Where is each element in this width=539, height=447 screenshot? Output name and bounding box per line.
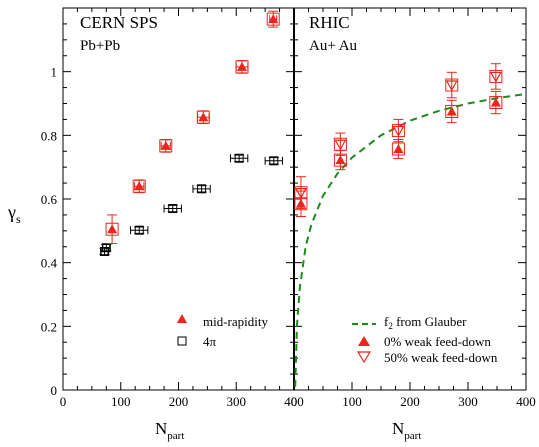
x-tick-label: 300 [227, 394, 247, 409]
y-tick-label: 0 [51, 383, 58, 398]
x-tick-label: 0 [291, 394, 298, 409]
legend-0pct-label: 0% weak feed-down [384, 334, 491, 349]
panel-right-xlabel: Npart [392, 419, 421, 442]
panel-left-subtitle: Pb+Pb [80, 38, 120, 54]
point-50pct [445, 80, 458, 92]
glauber-curve [294, 92, 527, 387]
legend-mid-rapidity-marker [177, 314, 187, 323]
point-mid-rapidity [268, 14, 279, 24]
point-50pct [489, 71, 502, 83]
axis-ticks [62, 7, 527, 391]
y-tick-label: 0.6 [41, 192, 58, 207]
data-marks [99, 10, 527, 387]
panel-left-xlabel: Npart [155, 419, 184, 442]
point-mid-rapidity-box [235, 60, 249, 74]
point-4pi [269, 156, 279, 166]
y-axis-label-sub: s [16, 212, 21, 226]
x-tick-label: 400 [516, 394, 536, 409]
point-0pct [295, 198, 306, 208]
point-4pi [168, 204, 178, 214]
point-mid-rapidity-box [159, 139, 173, 153]
x-tick-label: 300 [458, 394, 478, 409]
point-0pct [393, 144, 404, 154]
y-axis-label: γs [7, 202, 21, 226]
legend-4pi-label: 4π [203, 334, 217, 349]
x-tick-label: 200 [169, 394, 189, 409]
x-tick-label: 100 [342, 394, 362, 409]
panel-right-title: RHIC [309, 13, 350, 32]
point-50pct [334, 139, 347, 151]
point-4pi [101, 243, 111, 253]
point-mid-rapidity [198, 112, 209, 122]
point-0pct-box [445, 104, 459, 118]
x-tick-label: 0 [60, 394, 67, 409]
panel-left-legend: mid-rapidity 4π [177, 314, 268, 349]
point-mid-rapidity-box [105, 222, 119, 236]
y-tick-label: 0.4 [41, 256, 58, 271]
legend-mid-rapidity-label: mid-rapidity [203, 314, 268, 329]
point-mid-rapidity-box [266, 12, 280, 26]
legend-0pct-marker [358, 336, 370, 346]
panel-right-legend: f2 from Glauber 0% weak feed-down 50% we… [352, 314, 498, 365]
panel-right-subtitle: Au+ Au [309, 38, 358, 54]
y-tick-label: 1 [51, 65, 58, 80]
panel-frame-0 [62, 7, 295, 391]
legend-4pi-marker [177, 336, 187, 346]
point-4pi [234, 153, 244, 163]
point-0pct-box [294, 197, 308, 211]
point-50pct [392, 125, 405, 137]
y-tick-label: 0.8 [41, 128, 57, 143]
point-0pct [490, 97, 501, 107]
x-tick-label: 200 [400, 394, 420, 409]
point-mid-rapidity-box [196, 110, 210, 124]
x-tick-label: 100 [111, 394, 131, 409]
point-mid-rapidity [107, 224, 118, 234]
point-0pct-box [489, 96, 503, 110]
point-mid-rapidity-box [132, 179, 146, 193]
point-0pct-box [333, 153, 347, 167]
point-mid-rapidity [134, 181, 145, 191]
x-tick-label: 400 [284, 394, 304, 409]
legend-50pct-label: 50% weak feed-down [384, 350, 498, 365]
point-0pct [335, 155, 346, 165]
point-mid-rapidity [237, 61, 248, 71]
legend-glauber-label: f2 from Glauber [384, 314, 467, 331]
y-tick-label: 0.2 [41, 319, 57, 334]
legend-50pct-marker [356, 351, 372, 364]
panel-right-xlabel-sub: part [404, 430, 421, 442]
panel-left-title: CERN SPS [80, 13, 158, 32]
panel-left-xlabel-sub: part [167, 430, 184, 442]
point-4pi [197, 184, 207, 194]
point-0pct-box [391, 142, 405, 156]
point-4pi [134, 225, 144, 235]
point-mid-rapidity [160, 140, 171, 150]
point-50pct [294, 188, 307, 199]
point-0pct [446, 106, 457, 116]
panel-frame-1 [293, 7, 527, 391]
